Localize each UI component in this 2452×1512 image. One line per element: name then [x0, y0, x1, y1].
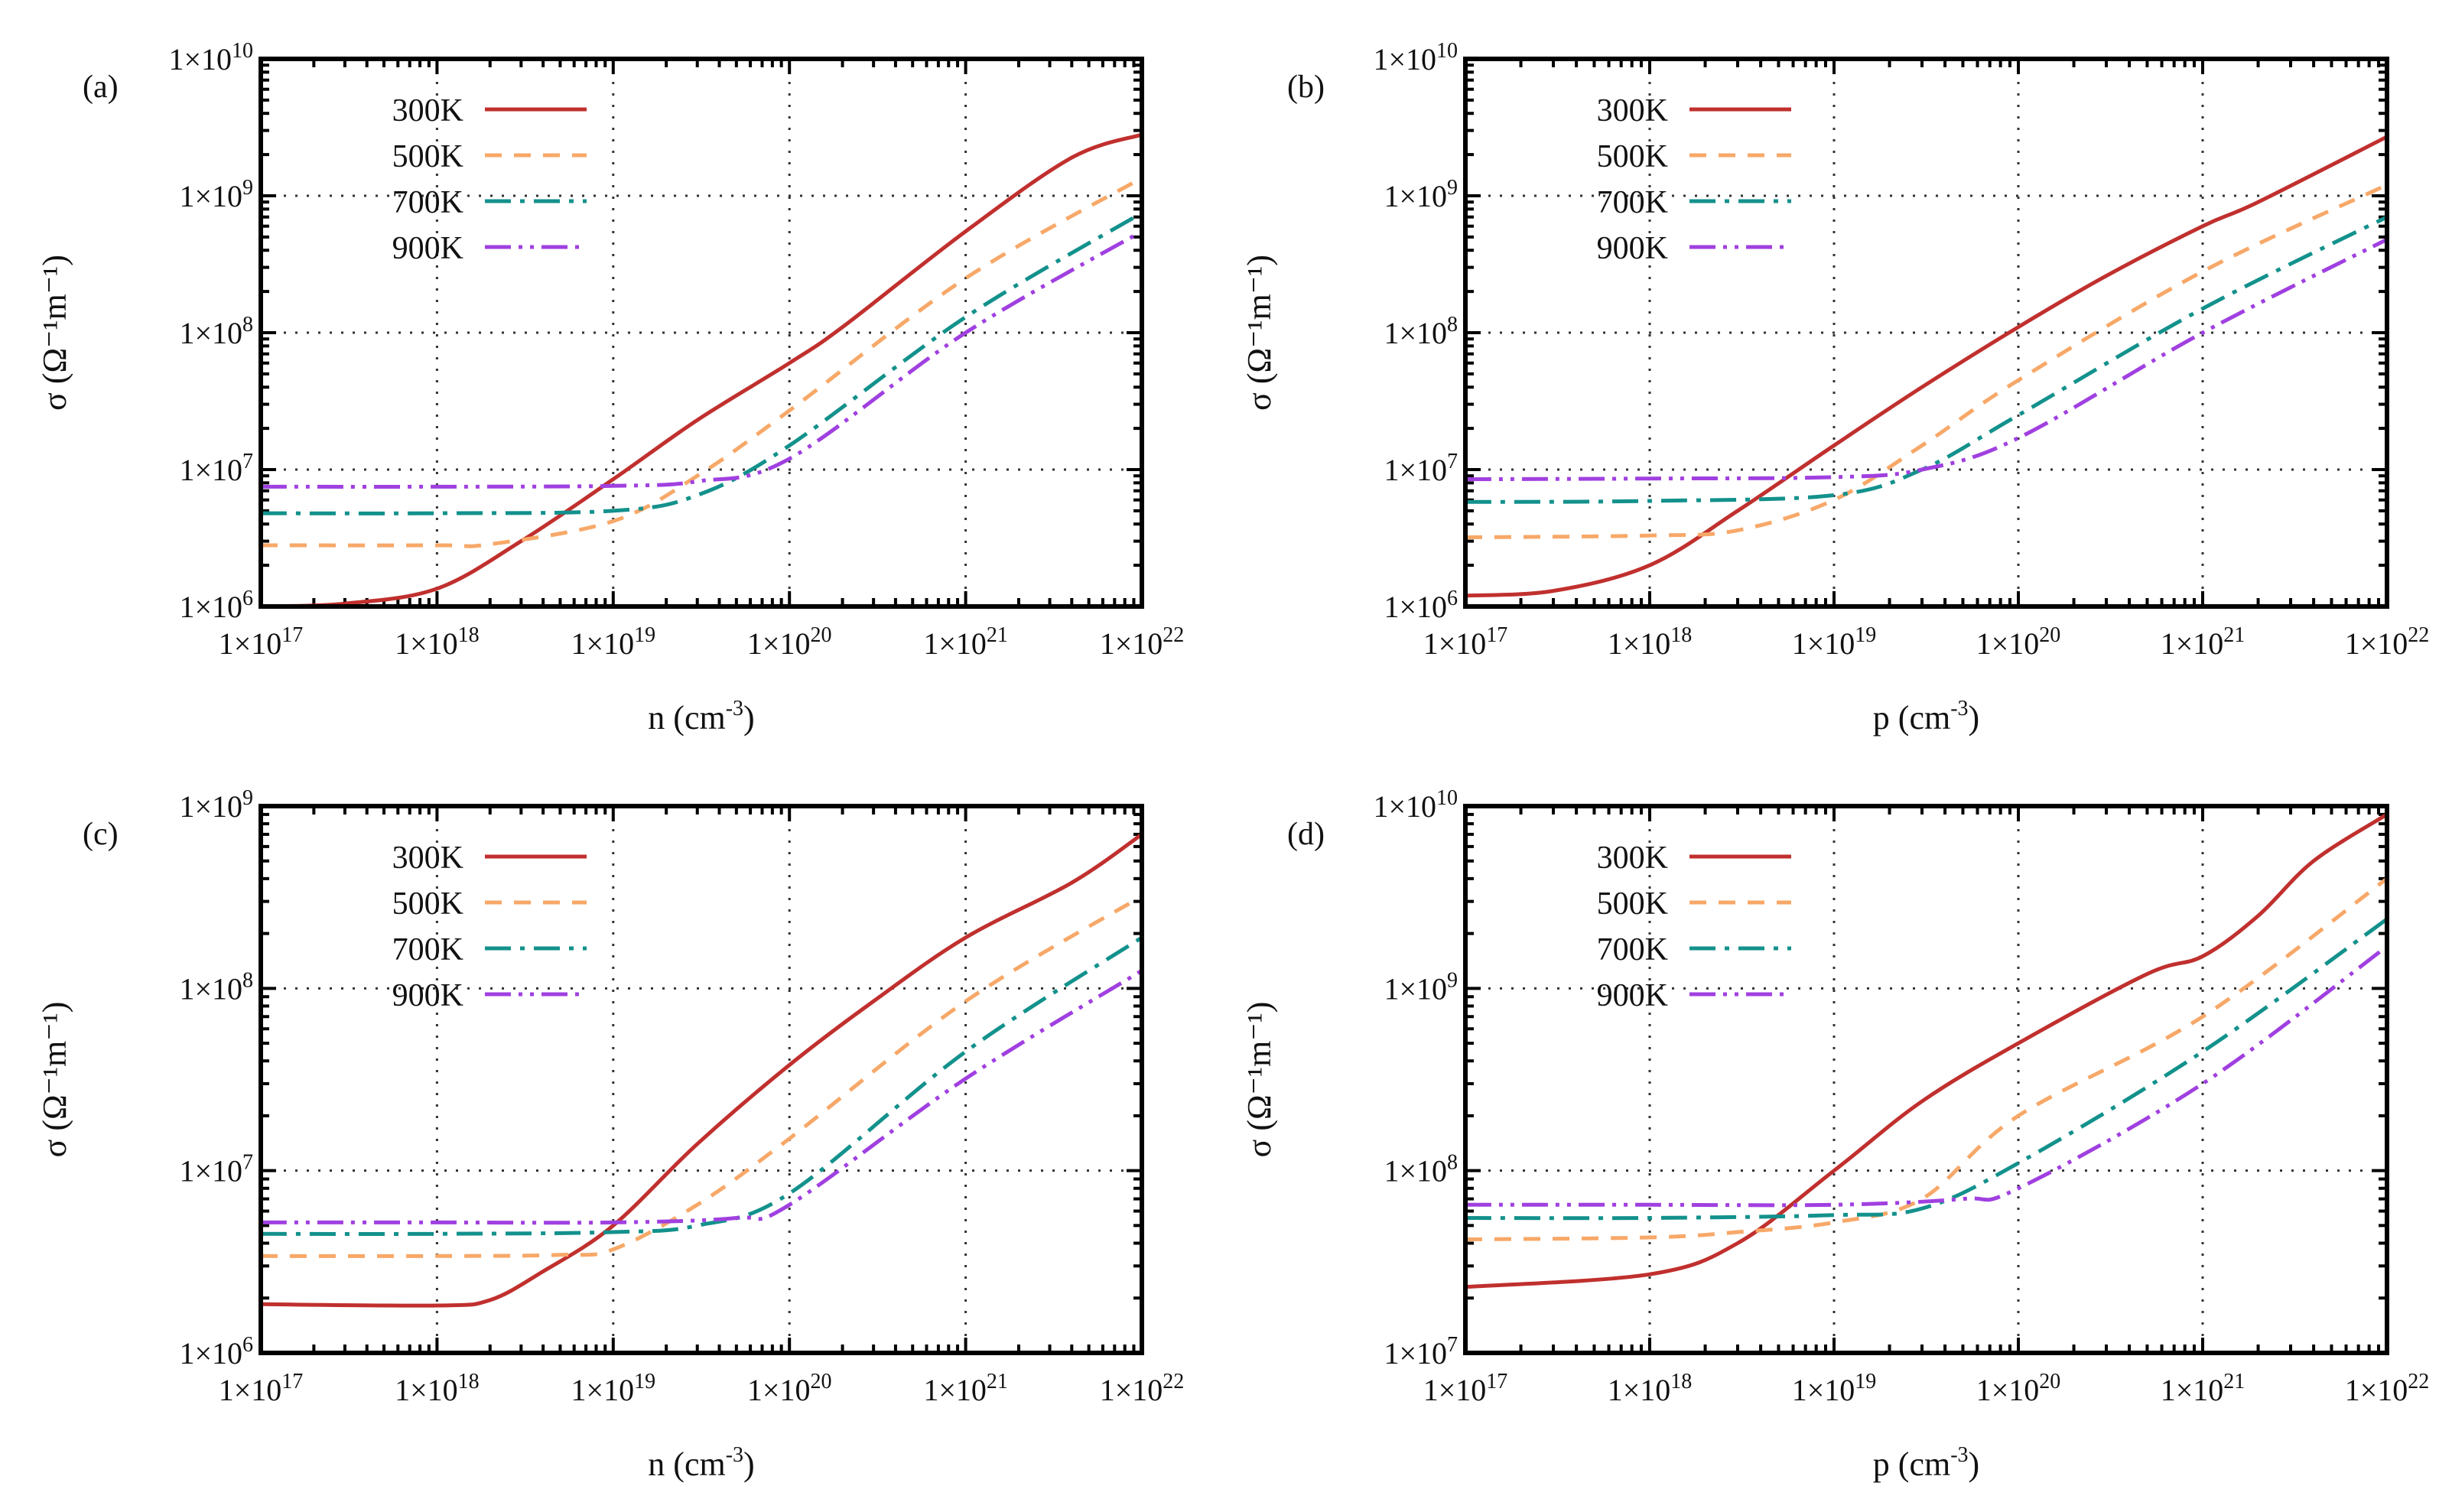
series-line-500K [260, 894, 1143, 1258]
y-axis-label: σ (Ω⁻¹m⁻¹) [1241, 1002, 1278, 1158]
y-tick-label: 1×109 [179, 786, 253, 824]
legend-label: 900K [392, 978, 463, 1013]
x-axis-label: p (cm-3) [1873, 1443, 1979, 1483]
y-tick-label: 1×108 [1384, 1151, 1458, 1188]
x-tick-label: 1×1017 [1423, 623, 1508, 661]
plot-frame [1463, 57, 2389, 609]
x-tick-label: 1×1018 [1608, 1370, 1693, 1407]
y-tick-label: 1×107 [1384, 1333, 1458, 1371]
series-line-300K [260, 132, 1143, 609]
y-tick-label: 1×109 [1384, 176, 1458, 213]
legend-label: 700K [1597, 185, 1668, 220]
series-line-900K [1465, 237, 2389, 482]
x-tick-label: 1×1018 [395, 623, 480, 661]
plot-frame [259, 57, 1144, 609]
chart-panel-b: 1×1017 1×1018 1×1019 1×1020 1×1021 1×1022 1×10… [1241, 39, 2429, 736]
series-line-900K [261, 969, 1143, 1225]
x-tick-label: 1×1018 [1608, 623, 1693, 661]
y-tick-label: 1×107 [179, 450, 253, 487]
y-tick-label: 1×108 [1384, 313, 1458, 350]
x-tick-label: 1×1017 [1423, 1370, 1508, 1407]
y-tick-label: 1×106 [179, 1333, 253, 1371]
legend-label: 300K [1597, 841, 1668, 876]
chart-panel-c: 1×1017 1×1018 1×1019 1×1020 1×1021 1×1022 1×10… [36, 786, 1184, 1483]
legend-label: 500K [392, 886, 463, 922]
legend-label: 900K [1597, 231, 1668, 266]
y-tick-label: 1×106 [179, 587, 253, 624]
legend-label: 900K [392, 231, 463, 266]
x-axis-label: p (cm-3) [1873, 697, 1979, 736]
x-tick-label: 1×1020 [747, 623, 832, 661]
panel-label: (c) [83, 817, 119, 852]
x-tick-label: 1×1021 [923, 623, 1008, 661]
x-tick-label: 1×1021 [923, 1370, 1008, 1407]
x-tick-label: 1×1019 [571, 623, 656, 661]
series-line-500K [260, 176, 1143, 548]
legend: 300K 500K 700K 900K [392, 841, 587, 1013]
x-tick-label: 1×1022 [1100, 1370, 1185, 1407]
x-tick-label: 1×1017 [219, 1370, 304, 1407]
y-tick-label: 1×107 [179, 1151, 253, 1188]
series-line-300K [260, 832, 1143, 1308]
x-tick-label: 1×1019 [1792, 623, 1877, 661]
series-line-300K [1465, 135, 2389, 598]
plot-frame [1463, 804, 2389, 1355]
x-tick-label: 1×1020 [747, 1370, 832, 1407]
x-axis-label: n (cm-3) [648, 697, 754, 736]
plot-frame [259, 804, 1144, 1355]
y-tick-label: 1×1010 [168, 39, 253, 76]
x-tick-label: 1×1020 [1976, 1370, 2061, 1407]
x-tick-label: 1×1018 [395, 1370, 480, 1407]
x-tick-label: 1×1022 [2345, 623, 2430, 661]
series-line-500K [1465, 183, 2389, 540]
y-tick-label: 1×109 [1384, 968, 1458, 1006]
legend-label: 300K [1597, 93, 1668, 128]
series-line-900K [1465, 945, 2389, 1208]
y-tick-label: 1×1010 [1373, 786, 1458, 824]
x-tick-label: 1×1020 [1976, 623, 2061, 661]
panel-label: (a) [83, 70, 119, 105]
y-axis-label: σ (Ω⁻¹m⁻¹) [1241, 255, 1278, 411]
x-tick-label: 1×1019 [1792, 1370, 1877, 1407]
legend-label: 700K [392, 932, 463, 967]
y-axis-label: σ (Ω⁻¹m⁻¹) [36, 255, 73, 411]
y-tick-label: 1×106 [1384, 587, 1458, 624]
series-line-500K [1465, 876, 2389, 1241]
y-tick-label: 1×108 [179, 968, 253, 1006]
legend: 300K 500K 700K 900K [1597, 841, 1791, 1013]
x-axis-label: n (cm-3) [648, 1443, 754, 1483]
series-line-700K [260, 211, 1143, 515]
y-tick-label: 1×108 [179, 313, 253, 350]
series-line-300K [1465, 812, 2389, 1289]
x-tick-label: 1×1022 [2345, 1370, 2430, 1407]
y-axis-label: σ (Ω⁻¹m⁻¹) [36, 1002, 73, 1158]
legend-label: 700K [392, 185, 463, 220]
legend-label: 300K [392, 841, 463, 876]
legend: 300K 500K 700K 900K [392, 93, 587, 266]
legend-label: 500K [1597, 139, 1668, 174]
x-tick-label: 1×1017 [219, 623, 304, 661]
chart-panel-d: 1×1017 1×1018 1×1019 1×1020 1×1021 1×1022 1×10… [1241, 786, 2429, 1483]
legend: 300K 500K 700K 900K [1597, 93, 1791, 266]
chart-panel-a: 1×1017 1×1018 1×1019 1×1020 1×1021 1×1022 1×10… [36, 39, 1184, 736]
y-tick-label: 1×107 [1384, 450, 1458, 487]
series-line-700K [1465, 917, 2389, 1221]
legend-label: 900K [1597, 978, 1668, 1013]
legend-label: 300K [392, 93, 463, 128]
legend-label: 700K [1597, 932, 1668, 967]
series-line-900K [260, 229, 1143, 489]
x-tick-label: 1×1022 [1100, 623, 1185, 661]
x-tick-label: 1×1021 [2161, 623, 2245, 661]
legend-label: 500K [392, 139, 463, 174]
series-line-700K [260, 935, 1143, 1236]
panel-label: (d) [1287, 817, 1325, 852]
panel-label: (b) [1287, 70, 1325, 105]
y-tick-label: 1×109 [179, 176, 253, 213]
x-tick-label: 1×1019 [571, 1370, 656, 1407]
x-tick-label: 1×1021 [2161, 1370, 2245, 1407]
y-tick-label: 1×1010 [1373, 39, 1458, 76]
legend-label: 500K [1597, 886, 1668, 922]
